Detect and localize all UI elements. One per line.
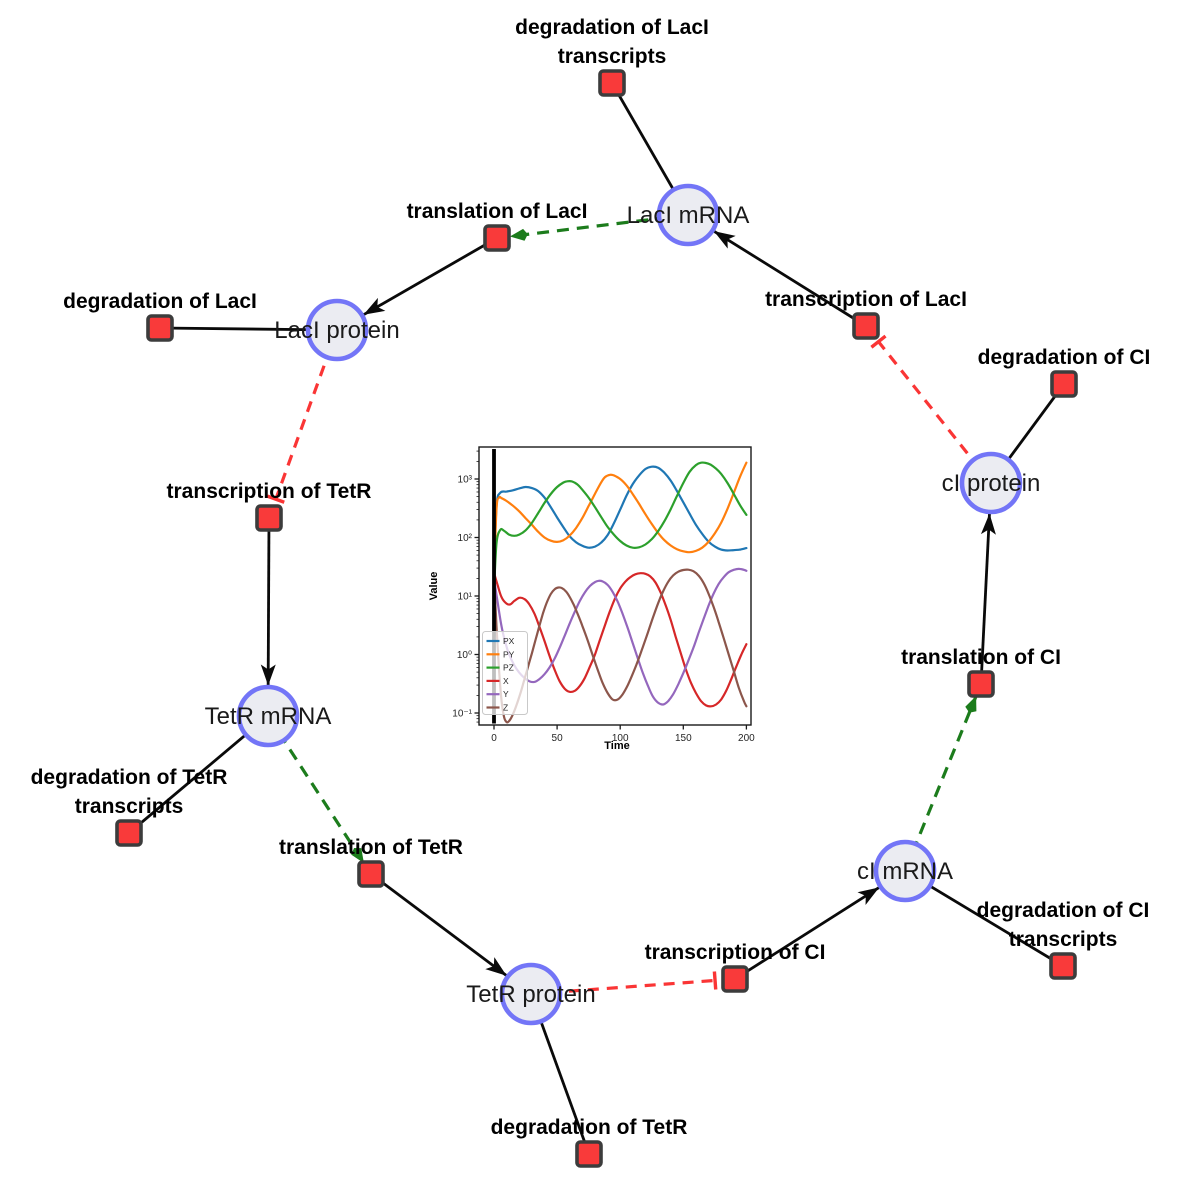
species-node-cI_prot[interactable] bbox=[959, 451, 1023, 515]
x-tick-label: 200 bbox=[738, 733, 755, 744]
reaction-label-deg_cI_tx-line0: degradation of CI bbox=[977, 899, 1150, 922]
reaction-label-deg_tetR_tx-line0: degradation of TetR bbox=[31, 766, 228, 789]
series-line-PZ bbox=[492, 461, 748, 593]
legend-label-X: X bbox=[503, 676, 509, 686]
reaction-node-deg_tetR[interactable] bbox=[575, 1140, 603, 1168]
reaction-node-deg_lacI_tx[interactable] bbox=[598, 69, 626, 97]
reaction-node-deg_lacI[interactable] bbox=[146, 314, 174, 342]
legend-label-Y: Y bbox=[503, 689, 509, 699]
x-axis-label: Time bbox=[604, 740, 629, 752]
legend-label-PX: PX bbox=[503, 636, 515, 646]
reaction-label-deg_lacI_tx-line1: transcripts bbox=[558, 45, 667, 68]
species-node-tetR_prot[interactable] bbox=[499, 962, 563, 1026]
reaction-label-tl_tetR-line0: translation of TetR bbox=[279, 836, 463, 859]
axes-spines bbox=[478, 446, 752, 726]
reaction-node-tl_tetR[interactable] bbox=[357, 860, 385, 888]
reaction-label-tr_tetR-line0: transcription of TetR bbox=[167, 480, 372, 503]
reaction-node-deg_cI[interactable] bbox=[1050, 370, 1078, 398]
y-tick-label: 10³ bbox=[458, 475, 473, 486]
reaction-label-tl_cI-line0: translation of CI bbox=[901, 646, 1061, 669]
y-tick-label: 10⁰ bbox=[457, 650, 472, 661]
species-node-lacI_mRNA[interactable] bbox=[656, 183, 720, 247]
legend: PX PY PZ XYZ bbox=[482, 631, 528, 715]
species-label-cI_prot: cI protein bbox=[942, 470, 1041, 497]
reaction-label-tl_lacI-line0: translation of LacI bbox=[407, 200, 588, 223]
species-label-lacI_prot: LacI protein bbox=[274, 317, 399, 344]
species-layer: LacI mRNA LacI protein TetR mRNA TetR prote… bbox=[205, 183, 1041, 1026]
series-line-X bbox=[492, 571, 748, 708]
y-tick-label: 10¹ bbox=[458, 592, 473, 603]
reaction-label-deg_cI_tx-line1: transcripts bbox=[1009, 928, 1118, 951]
reaction-node-tl_lacI[interactable] bbox=[483, 224, 511, 252]
species-label-tetR_prot: TetR protein bbox=[466, 981, 595, 1008]
reaction-node-tl_cI[interactable] bbox=[967, 670, 995, 698]
series-line-PY bbox=[492, 461, 748, 580]
x-tick-label: 0 bbox=[491, 733, 497, 744]
reaction-node-tr_lacI[interactable] bbox=[852, 312, 880, 340]
reaction-label-deg_tetR_tx-line1: transcripts bbox=[75, 795, 184, 818]
x-tick-label: 150 bbox=[675, 733, 692, 744]
species-node-tetR_mRNA[interactable] bbox=[236, 684, 300, 748]
reaction-node-deg_tetR_tx[interactable] bbox=[115, 819, 143, 847]
series-line-Y bbox=[492, 567, 748, 706]
reaction-layer: degradation of LacI transcripts translatio… bbox=[31, 16, 1151, 1168]
species-label-tetR_mRNA: TetR mRNA bbox=[205, 703, 332, 730]
x-tick-label: 100 bbox=[612, 733, 629, 744]
edge-product-tl_lacI-lacI_prot bbox=[363, 236, 498, 316]
x-tick-label: 50 bbox=[552, 733, 564, 744]
legend-label-PZ: PZ bbox=[503, 663, 514, 673]
reaction-label-tr_lacI-line0: transcription of LacI bbox=[765, 288, 967, 311]
edge-inhibition-tetR_prot-tr_cI bbox=[530, 971, 718, 996]
y-axis-label: Value bbox=[428, 572, 440, 601]
species-label-lacI_mRNA: LacI mRNA bbox=[627, 202, 750, 229]
legend-label-PY: PY bbox=[503, 649, 515, 659]
reaction-node-tr_cI[interactable] bbox=[721, 965, 749, 993]
series-line-PX bbox=[492, 465, 748, 574]
reaction-label-deg_tetR-line0: degradation of TetR bbox=[491, 1116, 688, 1139]
reaction-label-deg_lacI-line0: degradation of LacI bbox=[63, 290, 257, 313]
species-node-cI_mRNA[interactable] bbox=[873, 839, 937, 903]
edge-product-tl_cI-cI_prot bbox=[979, 513, 996, 685]
edge-product-tr_cI-cI_mRNA bbox=[734, 886, 880, 981]
edge-modifier-cI_mRNA-tl_cI bbox=[903, 696, 978, 872]
reaction-label-tr_cI-line0: transcription of CI bbox=[645, 941, 826, 964]
edge-product-tl_tetR-tetR_prot bbox=[370, 872, 508, 977]
reaction-label-deg_cI-line0: degradation of CI bbox=[978, 346, 1151, 369]
edge-product-tr_tetR-tetR_mRNA bbox=[260, 517, 276, 686]
reaction-node-tr_tetR[interactable] bbox=[255, 504, 283, 532]
y-tick-label: 10² bbox=[458, 533, 473, 544]
reaction-node-deg_cI_tx[interactable] bbox=[1049, 952, 1077, 980]
edge-product-tr_lacI-lacI_mRNA bbox=[713, 230, 867, 328]
species-node-lacI_prot[interactable] bbox=[305, 298, 369, 362]
species-label-cI_mRNA: cI mRNA bbox=[857, 858, 953, 885]
y-tick-label: 10⁻¹ bbox=[452, 709, 472, 720]
legend-label-Z: Z bbox=[503, 703, 508, 713]
reaction-label-deg_lacI_tx-line0: degradation of LacI bbox=[515, 16, 709, 39]
